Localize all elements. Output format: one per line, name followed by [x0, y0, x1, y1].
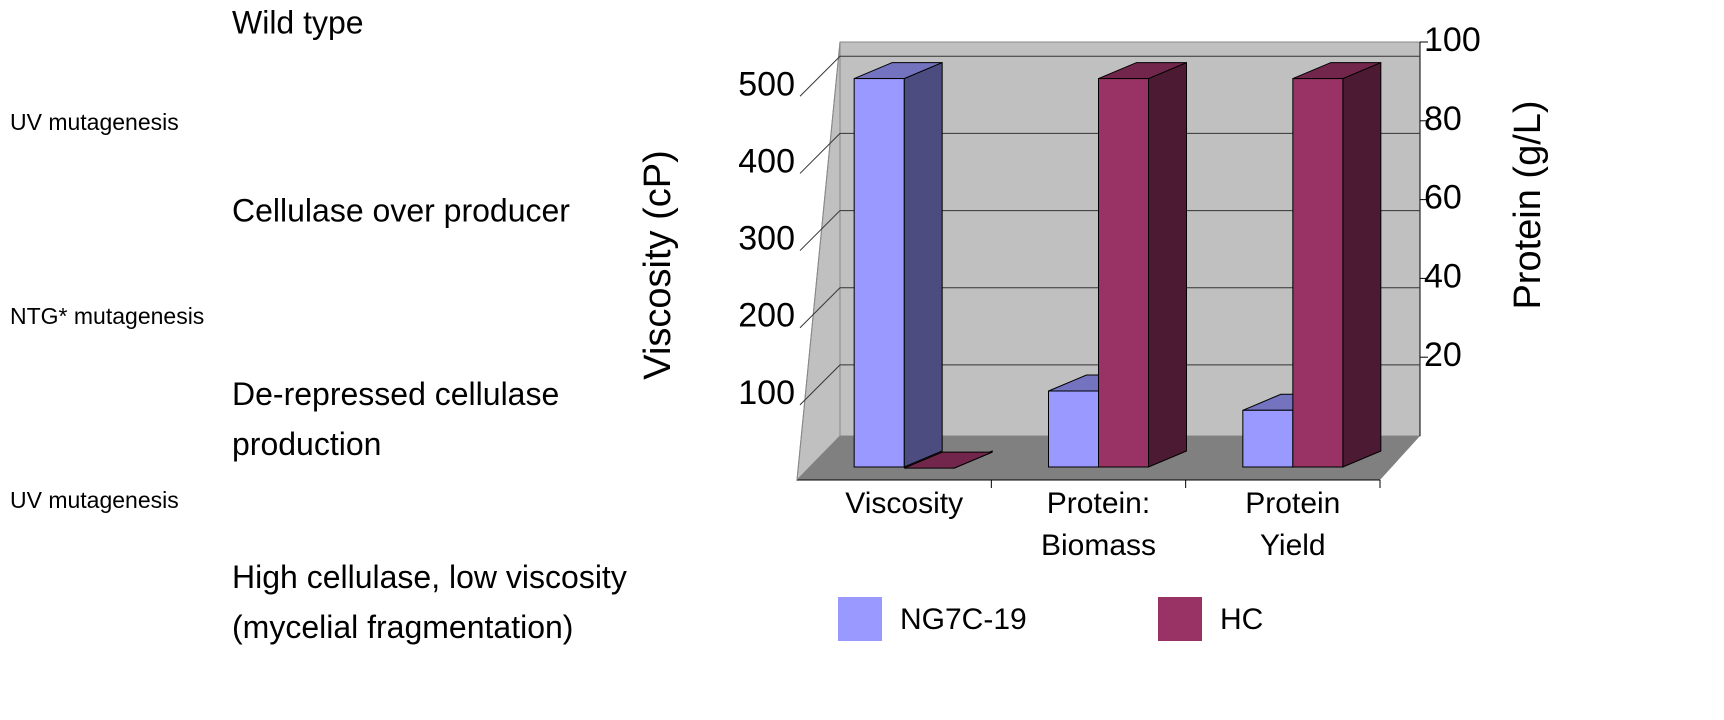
y2-tick-label: 80 [1424, 100, 1462, 138]
y2-tick-label: 100 [1424, 21, 1481, 59]
treatment-text: NTG* mutagenesis [10, 303, 204, 329]
grid-line [799, 132, 1420, 174]
grid-line [799, 287, 1420, 329]
treatment-text: UV mutagenesis [10, 487, 179, 513]
y-tick-label: 400 [738, 142, 795, 180]
bar-side [1148, 61, 1187, 468]
bar [853, 78, 905, 468]
step-text: De-repressed cellulase production [232, 376, 559, 462]
x-tick-label: Protein: Biomass [1041, 487, 1156, 562]
grid-line [799, 55, 1420, 97]
y-axis-title: Viscosity (cP) [637, 150, 679, 379]
bar-side [903, 61, 943, 468]
bar-side [1342, 61, 1382, 468]
y-tick-label: 300 [738, 220, 795, 258]
legend-label: NG7C-19 [900, 603, 1027, 636]
y2-tick-label: 60 [1424, 179, 1462, 217]
step-text: Cellulase over producer [232, 192, 570, 228]
y-tick-label: 200 [738, 297, 795, 335]
grid-line [799, 210, 1420, 251]
bar-top [903, 451, 993, 469]
step-text: Wild type [232, 4, 364, 40]
y2-tick-label: 20 [1424, 336, 1462, 374]
y2-axis-title: Protein (g/L) [1507, 100, 1549, 309]
grid-line [799, 364, 1420, 406]
bar [1048, 390, 1099, 468]
legend-label: HC [1220, 603, 1263, 636]
y-tick-label: 500 [738, 65, 795, 103]
y-axis [796, 41, 841, 481]
legend-swatch [1158, 597, 1202, 641]
bar [1098, 78, 1149, 468]
x-tick-label: Viscosity [845, 487, 963, 520]
y2-tick-label: 40 [1424, 257, 1462, 295]
step-text: High cellulase, low viscosity (mycelial f… [232, 559, 627, 645]
treatment-text: UV mutagenesis [10, 109, 179, 135]
bar [1242, 409, 1294, 468]
y-tick-label: 100 [738, 374, 795, 412]
legend-swatch [838, 597, 882, 641]
x-tick-label: Protein Yield [1245, 487, 1340, 562]
bar [1292, 78, 1344, 468]
